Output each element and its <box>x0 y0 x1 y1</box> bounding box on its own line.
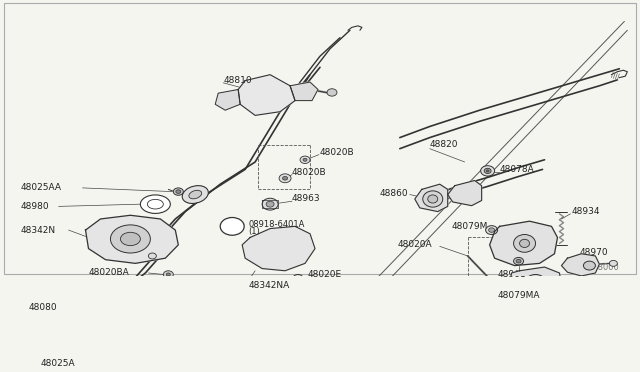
Text: 48020B: 48020B <box>292 168 326 177</box>
Ellipse shape <box>48 340 69 354</box>
Polygon shape <box>262 201 278 208</box>
Circle shape <box>279 174 291 183</box>
Circle shape <box>516 259 521 263</box>
Text: 48860: 48860 <box>380 189 408 198</box>
Circle shape <box>609 260 618 266</box>
Circle shape <box>513 257 524 265</box>
Text: 48980: 48980 <box>20 202 49 211</box>
Polygon shape <box>415 184 448 212</box>
Circle shape <box>266 201 274 207</box>
Text: 48079M: 48079M <box>452 222 488 231</box>
Text: 48020E: 48020E <box>308 270 342 279</box>
Circle shape <box>173 188 183 195</box>
Ellipse shape <box>111 225 150 253</box>
Text: 48020A: 48020A <box>398 240 433 249</box>
Circle shape <box>220 218 244 235</box>
Ellipse shape <box>54 344 63 350</box>
Polygon shape <box>215 90 240 110</box>
Circle shape <box>484 168 491 173</box>
Circle shape <box>584 261 595 270</box>
Text: 48080: 48080 <box>29 303 57 312</box>
Circle shape <box>293 275 303 282</box>
Circle shape <box>486 226 498 234</box>
Circle shape <box>262 198 278 210</box>
Text: (1): (1) <box>248 227 260 236</box>
Text: 48020BA: 48020BA <box>88 269 129 278</box>
Text: N: N <box>228 221 236 231</box>
Circle shape <box>166 273 170 276</box>
Text: 48079MA: 48079MA <box>498 291 540 300</box>
Ellipse shape <box>140 195 170 214</box>
Text: 48025AA: 48025AA <box>20 183 61 192</box>
Ellipse shape <box>147 199 163 209</box>
Ellipse shape <box>513 234 536 252</box>
Text: 08918-6401A: 08918-6401A <box>248 219 305 229</box>
Circle shape <box>163 271 173 278</box>
Text: 48963: 48963 <box>292 195 321 203</box>
Circle shape <box>327 89 337 96</box>
Text: 48810: 48810 <box>223 76 252 85</box>
Text: 48078A: 48078A <box>500 165 534 174</box>
Ellipse shape <box>189 190 202 199</box>
Circle shape <box>176 190 181 193</box>
Polygon shape <box>86 215 179 263</box>
Ellipse shape <box>423 191 443 207</box>
Text: 48342NA: 48342NA <box>248 281 289 290</box>
Text: 48820: 48820 <box>430 141 458 150</box>
Ellipse shape <box>120 232 140 246</box>
Circle shape <box>49 350 56 356</box>
Circle shape <box>488 228 495 232</box>
Ellipse shape <box>428 195 438 203</box>
Circle shape <box>283 176 287 180</box>
Text: 48934: 48934 <box>572 207 600 216</box>
Circle shape <box>296 277 300 280</box>
Text: J:88000: J:88000 <box>588 263 620 272</box>
Text: 48020B: 48020B <box>320 148 355 157</box>
Circle shape <box>481 166 495 176</box>
Ellipse shape <box>527 275 545 286</box>
Text: 48970: 48970 <box>579 248 608 257</box>
Circle shape <box>303 158 307 161</box>
Polygon shape <box>490 221 557 266</box>
Polygon shape <box>238 75 295 115</box>
Text: 48025A: 48025A <box>40 359 76 368</box>
Circle shape <box>148 253 156 259</box>
Polygon shape <box>561 254 600 276</box>
Circle shape <box>300 156 310 163</box>
Circle shape <box>486 170 489 172</box>
Text: 48342N: 48342N <box>20 225 56 235</box>
Polygon shape <box>448 180 482 206</box>
Polygon shape <box>290 82 318 100</box>
Ellipse shape <box>520 239 529 247</box>
Polygon shape <box>133 278 156 291</box>
Text: N: N <box>228 221 236 231</box>
Polygon shape <box>242 227 315 271</box>
Polygon shape <box>509 267 561 293</box>
Ellipse shape <box>182 186 209 203</box>
Text: 48961: 48961 <box>498 270 526 279</box>
